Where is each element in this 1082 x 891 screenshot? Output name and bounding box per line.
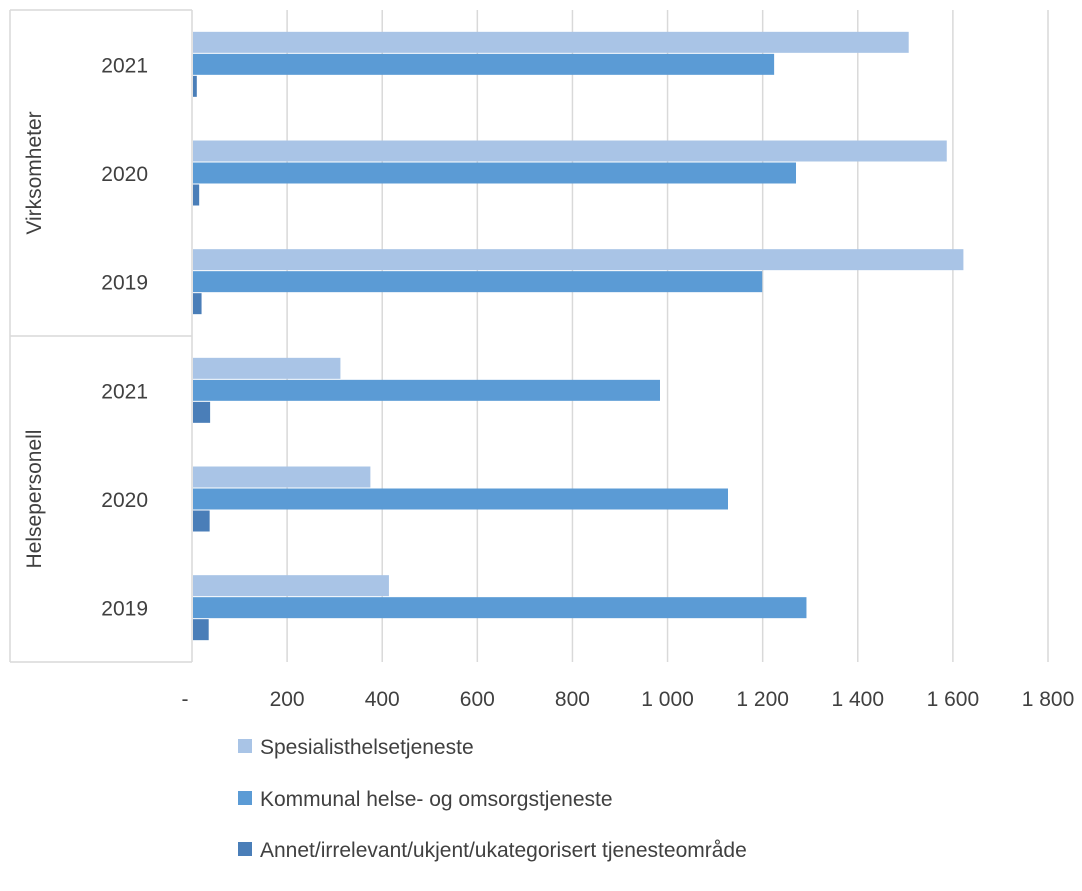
bar bbox=[193, 184, 200, 206]
legend-swatch bbox=[238, 842, 252, 856]
x-tick-label: 1 800 bbox=[1022, 688, 1075, 711]
bar bbox=[193, 401, 211, 423]
bar bbox=[193, 53, 775, 75]
x-tick-label: 1 600 bbox=[927, 688, 980, 711]
x-tick-label: - bbox=[182, 688, 189, 711]
bar bbox=[193, 466, 371, 488]
bar bbox=[193, 510, 210, 532]
x-tick-label: 1 000 bbox=[641, 688, 694, 711]
bar bbox=[193, 162, 797, 184]
bar bbox=[193, 357, 341, 379]
y-category-label: 2019 bbox=[101, 598, 148, 621]
x-tick-label: 200 bbox=[270, 688, 305, 711]
bar bbox=[193, 379, 660, 401]
bar bbox=[193, 597, 807, 619]
bar bbox=[193, 271, 763, 293]
legend: Spesialisthelsetjeneste Kommunal helse- o… bbox=[238, 736, 747, 862]
x-tick-label: 1 200 bbox=[736, 688, 789, 711]
y-axis-categories: 2021 2020 2019 Virksomheter 2021 2020 2019 Hels… bbox=[23, 54, 148, 620]
bar bbox=[193, 249, 964, 271]
bar bbox=[193, 575, 389, 597]
group-label: Helsepersonell bbox=[23, 430, 46, 569]
x-tick-label: 1 400 bbox=[831, 688, 884, 711]
x-axis-ticks: - 200 400 600 800 1 000 1 200 1 400 1 600 1 800 bbox=[182, 688, 1075, 711]
legend-swatch bbox=[238, 739, 252, 753]
bar bbox=[193, 140, 947, 162]
bar bbox=[193, 488, 728, 510]
bar bbox=[193, 75, 197, 97]
x-tick-label: 400 bbox=[365, 688, 400, 711]
y-category-label: 2021 bbox=[101, 380, 148, 403]
y-category-label: 2020 bbox=[101, 489, 148, 512]
y-category-label: 2021 bbox=[101, 54, 148, 77]
y-category-label: 2020 bbox=[101, 163, 148, 186]
x-tick-label: 800 bbox=[555, 688, 590, 711]
legend-swatch bbox=[238, 791, 252, 805]
group-label: Virksomheter bbox=[23, 111, 46, 234]
legend-label: Annet/irrelevant/ukjent/ukategorisert tj… bbox=[260, 839, 747, 862]
bar bbox=[193, 619, 209, 641]
y-category-label: 2019 bbox=[101, 272, 148, 295]
bar bbox=[193, 293, 202, 315]
axes bbox=[9, 9, 193, 663]
legend-label: Kommunal helse- og omsorgstjeneste bbox=[260, 788, 613, 811]
bars bbox=[193, 31, 964, 641]
legend-label: Spesialisthelsetjeneste bbox=[260, 736, 474, 759]
x-tick-label: 600 bbox=[460, 688, 495, 711]
gridlines bbox=[286, 10, 1049, 662]
bar bbox=[193, 31, 909, 53]
